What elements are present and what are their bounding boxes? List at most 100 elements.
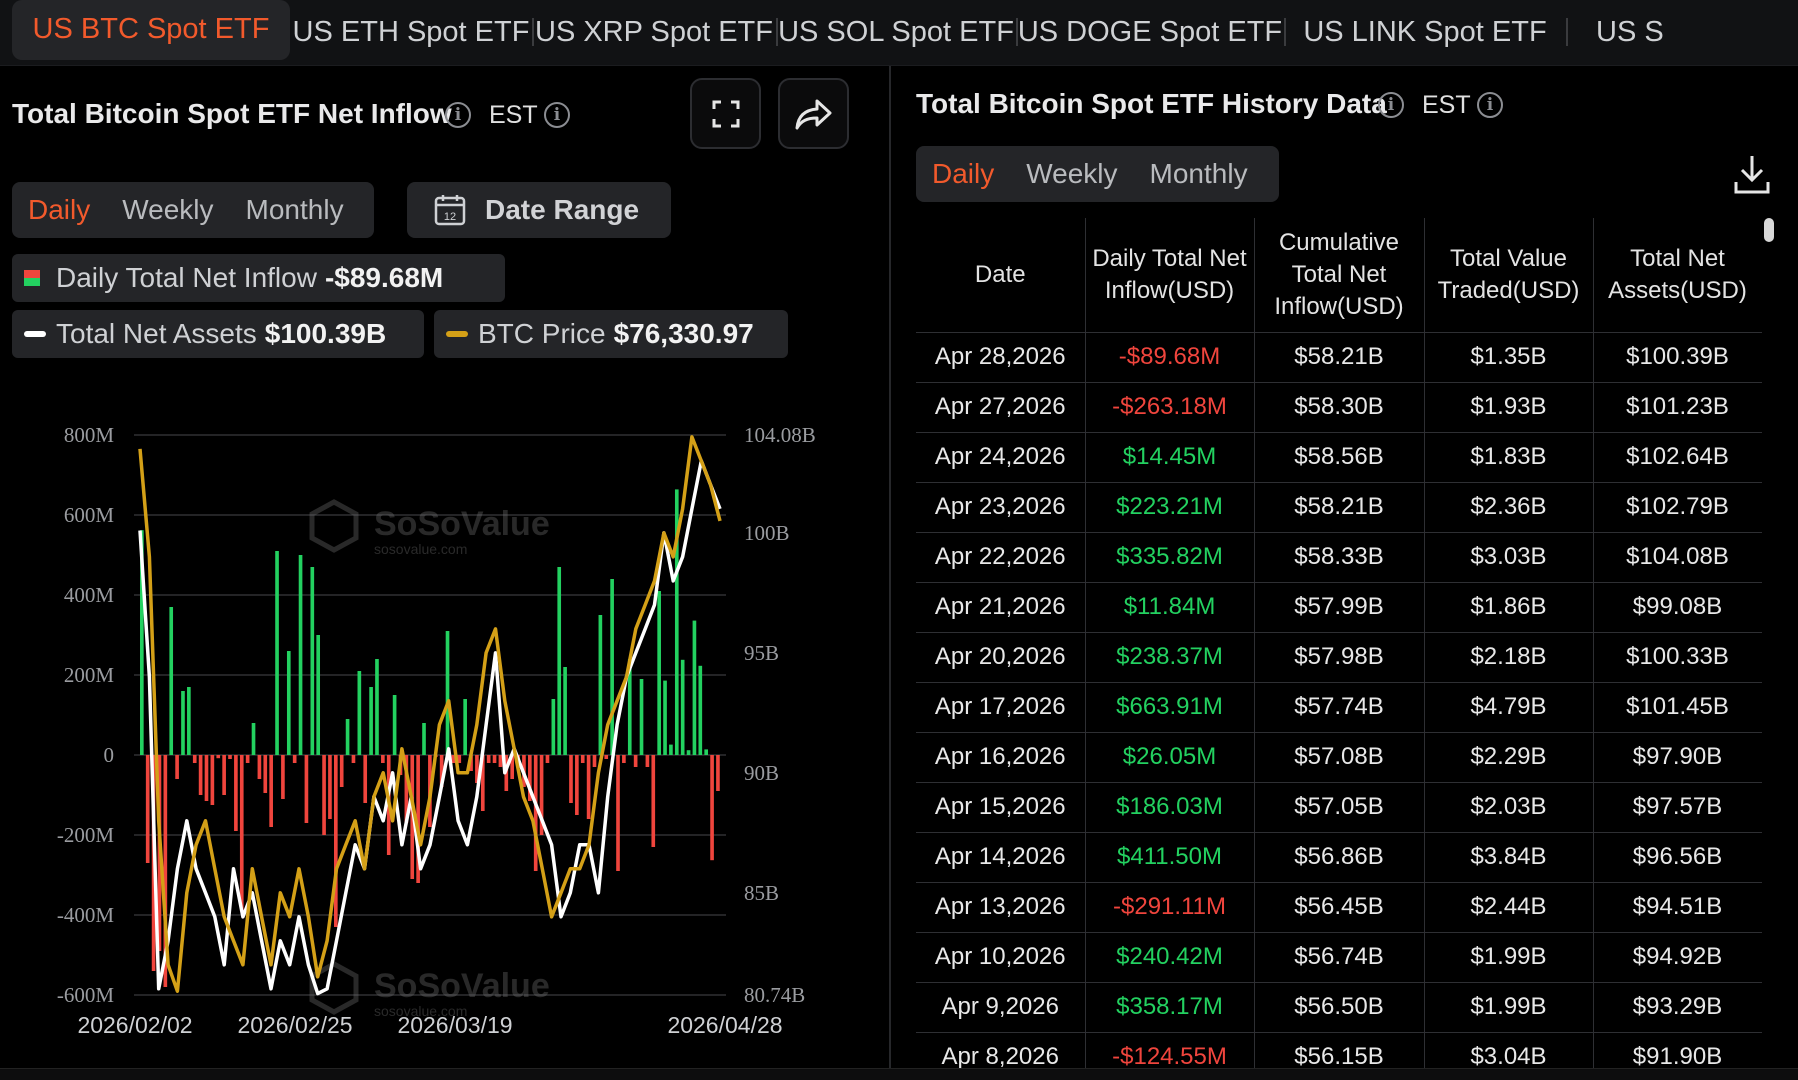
column-header: Date <box>916 218 1086 333</box>
timezone-info-icon[interactable]: i <box>544 102 570 128</box>
y-left-tick-label: 600M <box>64 503 115 527</box>
chart-period-monthly[interactable]: Monthly <box>245 194 344 225</box>
tab-us-eth-spot-etf[interactable]: US ETH Spot ETF <box>292 16 530 48</box>
table-cell: $94.51B <box>1592 881 1762 933</box>
tab-us-sol-spot-etf[interactable]: US SOL Spot ETF <box>776 0 1016 65</box>
table-cell: $102.79B <box>1592 481 1762 533</box>
history-timezone-info-icon[interactable]: i <box>1477 92 1503 118</box>
price-legend-label: BTC Price <box>478 318 606 349</box>
tab-us-more-etf[interactable]: US S <box>1566 0 1686 65</box>
tab-us-btc-spot-etf[interactable]: US BTC Spot ETF <box>12 0 290 60</box>
history-title-text: Total Bitcoin Spot ETF History Data <box>916 88 1387 119</box>
table-cell: $93.29B <box>1592 981 1762 1033</box>
inflow-bar <box>645 755 650 767</box>
table-cell: $58.21B <box>1253 331 1425 383</box>
price-legend-swatch <box>446 331 468 337</box>
tab-us-doge-spot-etf[interactable]: US DOGE Spot ETF <box>1016 0 1284 65</box>
inflow-bar <box>198 755 203 795</box>
tab-us-xrp-spot-etf[interactable]: US XRP Spot ETF <box>532 0 776 65</box>
table-row: Apr 21,2026 $11.84M $57.99B $1.86B $99.08B <box>916 581 1762 633</box>
table-period-monthly[interactable]: Monthly <box>1149 158 1248 189</box>
inflow-bar <box>322 755 326 835</box>
tab-us-link-spot-etf[interactable]: US LINK Spot ETF <box>1284 0 1566 65</box>
inflow-bar <box>181 691 185 755</box>
table-cell: $58.21B <box>1253 481 1425 533</box>
date-range-button[interactable]: 12 Date Range <box>407 182 671 238</box>
chart-period-switch: Daily Weekly Monthly <box>12 182 374 238</box>
timezone-label: EST <box>489 101 538 129</box>
inflow-bar <box>686 750 691 755</box>
history-table-wrapper[interactable]: Date Daily Total Net Inflow(USD) Cumulativ… <box>916 218 1762 1080</box>
table-cell: $58.33B <box>1253 531 1425 583</box>
table-row: Apr 23,2026 $223.21M $58.21B $2.36B $102.79B <box>916 481 1762 533</box>
inflow-bar <box>381 755 385 763</box>
inflow-bar <box>204 755 209 801</box>
calendar-day: 12 <box>444 211 456 223</box>
table-cell: Apr 16,2026 <box>916 731 1086 783</box>
table-cell: $57.98B <box>1253 631 1425 683</box>
inflow-bar <box>310 567 315 755</box>
table-row: Apr 13,2026 -$291.11M $56.45B $2.44B $94.51B <box>916 881 1762 933</box>
table-cell: Apr 14,2026 <box>916 831 1086 883</box>
inflow-bar <box>486 755 491 763</box>
inflow-bar <box>210 755 215 805</box>
table-cell: $238.37M <box>1084 631 1255 683</box>
inflow-bar <box>439 755 444 787</box>
inflow-bar <box>234 755 238 831</box>
inflow-bar <box>616 755 620 871</box>
column-header: Cumulative Total Net Inflow(USD) <box>1253 218 1425 333</box>
table-header-row: Date Daily Total Net Inflow(USD) Cumulativ… <box>916 218 1762 333</box>
table-cell: $1.93B <box>1423 381 1594 433</box>
chart-period-daily[interactable]: Daily <box>28 194 91 225</box>
table-cell: $2.44B <box>1423 881 1594 933</box>
watermark-subtext: sosovalue.com <box>374 541 467 557</box>
table-cell: $335.82M <box>1084 531 1255 583</box>
download-button[interactable] <box>1732 152 1772 196</box>
history-info-icon[interactable]: i <box>1378 92 1404 118</box>
inflow-bar <box>698 665 703 755</box>
table-cell: $56.50B <box>1253 981 1425 1033</box>
table-cell: $100.39B <box>1592 331 1762 383</box>
table-row: Apr 9,2026 $358.17M $56.50B $1.99B $93.29B <box>916 981 1762 1033</box>
table-row: Apr 20,2026 $238.37M $57.98B $2.18B $100.33B <box>916 631 1762 683</box>
share-button[interactable] <box>778 78 849 149</box>
inflow-bar <box>663 680 667 755</box>
table-cell: $1.35B <box>1423 331 1594 383</box>
inflow-bar <box>269 755 273 827</box>
inflow-bar <box>222 755 226 795</box>
table-scrollbar[interactable] <box>1764 218 1774 242</box>
inflow-bar <box>669 744 673 755</box>
y-right-tick-label: 95B <box>744 641 779 665</box>
inflow-bar <box>545 755 550 763</box>
column-header: Daily Total Net Inflow(USD) <box>1084 218 1255 333</box>
table-cell: $14.45M <box>1084 431 1255 483</box>
info-icon[interactable]: i <box>445 102 471 128</box>
table-period-weekly[interactable]: Weekly <box>1026 158 1118 189</box>
inflow-legend-value: -$89.68M <box>324 262 444 293</box>
y-left-tick-label: 200M <box>64 663 115 687</box>
inflow-bar <box>251 723 256 755</box>
table-cell: $56.86B <box>1253 831 1425 883</box>
table-cell: $2.36B <box>1423 481 1594 533</box>
x-tick-label: 2026/02/25 <box>237 1012 352 1038</box>
y-left-tick-label: -200M <box>57 823 114 847</box>
inflow-bar <box>598 615 603 755</box>
table-row: Apr 16,2026 $26.05M $57.08B $2.29B $97.90B <box>916 731 1762 783</box>
history-timezone-label: EST <box>1422 91 1471 119</box>
table-row: Apr 22,2026 $335.82M $58.33B $3.03B $104.08B <box>916 531 1762 583</box>
watermark-subtext-2: sosovalue.com <box>374 1003 467 1019</box>
table-cell: Apr 9,2026 <box>916 981 1086 1033</box>
table-cell: $101.45B <box>1592 681 1762 733</box>
inflow-bar <box>592 755 597 767</box>
fullscreen-button[interactable] <box>690 78 761 149</box>
chart-period-weekly[interactable]: Weekly <box>122 194 214 225</box>
inflow-bar <box>375 659 379 755</box>
inflow-bar <box>610 579 614 755</box>
panel-divider <box>889 66 891 1080</box>
watermark-text: SoSoValue <box>374 505 550 543</box>
table-period-daily[interactable]: Daily <box>932 158 995 189</box>
share-icon <box>795 99 831 129</box>
table-cell: $2.29B <box>1423 731 1594 783</box>
bottom-bar <box>0 1068 1798 1080</box>
inflow-bar <box>145 755 150 863</box>
